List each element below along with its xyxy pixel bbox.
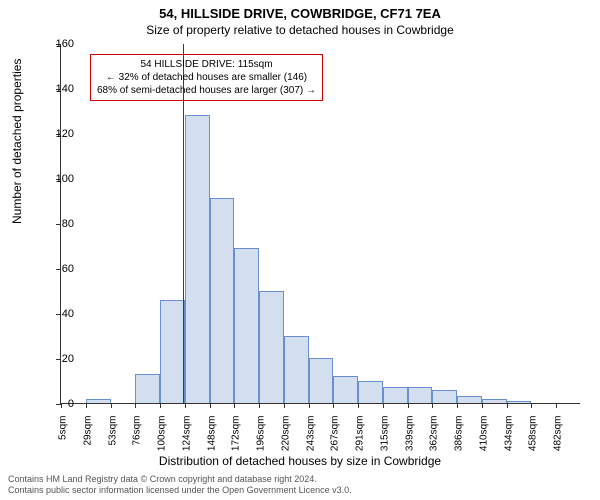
- y-axis-label: Number of detached properties: [10, 59, 24, 224]
- histogram-bar: [185, 115, 210, 403]
- y-tick-label: 140: [34, 83, 74, 95]
- x-tick-mark: [556, 403, 557, 408]
- histogram-bar: [507, 401, 532, 403]
- x-tick-mark: [234, 403, 235, 408]
- histogram-bar: [432, 390, 457, 404]
- annotation-box: 54 HILLSIDE DRIVE: 115sqm← 32% of detach…: [90, 54, 323, 101]
- x-tick-mark: [185, 403, 186, 408]
- x-tick-mark: [86, 403, 87, 408]
- x-tick-mark: [383, 403, 384, 408]
- x-tick-mark: [284, 403, 285, 408]
- x-tick-label: 76sqm: [132, 416, 143, 456]
- x-axis-label: Distribution of detached houses by size …: [0, 454, 600, 468]
- histogram-bar: [383, 387, 408, 403]
- footer: Contains HM Land Registry data © Crown c…: [8, 474, 592, 496]
- histogram-bar: [160, 300, 185, 404]
- x-tick-mark: [457, 403, 458, 408]
- x-tick-mark: [408, 403, 409, 408]
- annotation-line: 54 HILLSIDE DRIVE: 115sqm: [97, 58, 316, 71]
- x-tick-mark: [432, 403, 433, 408]
- x-tick-label: 243sqm: [305, 416, 316, 456]
- y-tick-label: 20: [34, 353, 74, 365]
- x-tick-mark: [333, 403, 334, 408]
- y-tick-label: 40: [34, 308, 74, 320]
- y-tick-label: 100: [34, 173, 74, 185]
- x-tick-label: 362sqm: [429, 416, 440, 456]
- x-tick-label: 5sqm: [58, 416, 69, 456]
- y-tick-label: 160: [34, 38, 74, 50]
- x-tick-label: 482sqm: [553, 416, 564, 456]
- y-tick-label: 60: [34, 263, 74, 275]
- x-tick-label: 315sqm: [379, 416, 390, 456]
- x-tick-mark: [259, 403, 260, 408]
- x-tick-label: 124sqm: [181, 416, 192, 456]
- histogram-bar: [86, 399, 111, 404]
- x-tick-label: 172sqm: [231, 416, 242, 456]
- footer-line1: Contains HM Land Registry data © Crown c…: [8, 474, 592, 485]
- x-tick-mark: [358, 403, 359, 408]
- histogram-bar: [333, 376, 358, 403]
- x-tick-label: 267sqm: [330, 416, 341, 456]
- y-tick-label: 120: [34, 128, 74, 140]
- histogram-bar: [482, 399, 507, 404]
- x-tick-label: 196sqm: [256, 416, 267, 456]
- x-tick-label: 100sqm: [157, 416, 168, 456]
- x-tick-label: 339sqm: [404, 416, 415, 456]
- footer-line2: Contains public sector information licen…: [8, 485, 592, 496]
- x-tick-label: 291sqm: [355, 416, 366, 456]
- histogram-bar: [284, 336, 309, 404]
- histogram-bar: [309, 358, 334, 403]
- histogram-bar: [210, 198, 235, 403]
- chart-subtitle: Size of property relative to detached ho…: [0, 21, 600, 37]
- x-tick-label: 434sqm: [503, 416, 514, 456]
- histogram-bar: [457, 396, 482, 403]
- x-tick-mark: [210, 403, 211, 408]
- x-tick-mark: [111, 403, 112, 408]
- y-tick-label: 0: [34, 398, 74, 410]
- x-tick-mark: [135, 403, 136, 408]
- x-tick-label: 53sqm: [107, 416, 118, 456]
- annotation-line: 68% of semi-detached houses are larger (…: [97, 84, 316, 97]
- x-tick-mark: [531, 403, 532, 408]
- annotation-line: ← 32% of detached houses are smaller (14…: [97, 71, 316, 84]
- x-tick-mark: [309, 403, 310, 408]
- x-tick-label: 386sqm: [454, 416, 465, 456]
- x-tick-label: 410sqm: [478, 416, 489, 456]
- x-tick-mark: [482, 403, 483, 408]
- histogram-bar: [259, 291, 284, 404]
- histogram-bar: [408, 387, 433, 403]
- y-tick-label: 80: [34, 218, 74, 230]
- x-tick-label: 458sqm: [528, 416, 539, 456]
- x-tick-mark: [507, 403, 508, 408]
- histogram-bar: [234, 248, 259, 403]
- x-tick-label: 220sqm: [280, 416, 291, 456]
- chart-title: 54, HILLSIDE DRIVE, COWBRIDGE, CF71 7EA: [0, 0, 600, 21]
- histogram-bar: [135, 374, 160, 403]
- x-tick-label: 29sqm: [82, 416, 93, 456]
- histogram-bar: [358, 381, 383, 404]
- chart-container: 54, HILLSIDE DRIVE, COWBRIDGE, CF71 7EA …: [0, 0, 600, 500]
- x-tick-label: 148sqm: [206, 416, 217, 456]
- x-tick-mark: [160, 403, 161, 408]
